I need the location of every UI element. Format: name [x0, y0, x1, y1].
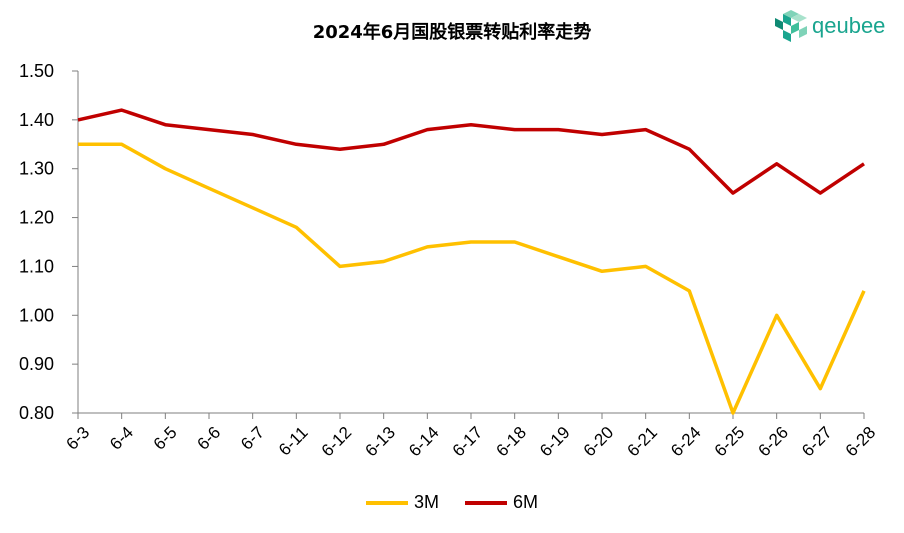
x-tick-label: 6-6: [193, 423, 224, 454]
y-tick-label: 1.30: [19, 159, 54, 179]
x-tick-label: 6-13: [361, 423, 398, 460]
x-tick-label: 6-27: [798, 423, 835, 460]
legend-swatch: [365, 500, 408, 505]
x-tick-label: 6-14: [405, 423, 442, 460]
x-tick-label: 6-12: [318, 423, 355, 460]
x-tick-label: 6-25: [711, 423, 748, 460]
x-tick-label: 6-21: [623, 423, 660, 460]
y-tick-label: 0.80: [19, 403, 54, 423]
x-tick-label: 6-5: [150, 423, 181, 454]
x-tick-label: 6-20: [580, 423, 617, 460]
legend-swatch: [465, 500, 507, 505]
x-tick-label: 6-28: [842, 423, 879, 460]
x-tick-label: 6-4: [106, 423, 137, 454]
series-line-3M: [78, 142, 866, 415]
x-tick-label: 6-3: [62, 423, 93, 454]
x-tick-label: 6-18: [492, 423, 529, 460]
y-tick-label: 0.90: [19, 354, 54, 374]
legend-item-3M: 3M: [365, 492, 439, 513]
x-tick-label: 6-11: [275, 423, 312, 460]
legend-label: 6M: [513, 492, 539, 512]
x-tick-label: 6-19: [536, 423, 573, 460]
y-tick-label: 1.40: [19, 110, 54, 130]
y-tick-label: 1.20: [19, 208, 54, 228]
y-tick-label: 1.10: [19, 256, 54, 276]
x-tick-label: 6-26: [754, 423, 791, 460]
cube-cluster-icon: [775, 10, 807, 42]
legend: 3M 6M: [0, 492, 904, 513]
chart-title: 2024年6月国股银票转贴利率走势: [312, 22, 592, 43]
legend-label: 3M: [413, 492, 439, 512]
brand-logo: qeubee: [774, 8, 885, 44]
x-tick-label: 6-17: [449, 423, 486, 460]
y-tick-label: 1.00: [19, 305, 54, 325]
x-tick-label: 6-7: [237, 423, 268, 454]
y-tick-label: 1.50: [19, 61, 54, 81]
x-tick-label: 6-24: [667, 423, 704, 460]
series-line-6M: [77, 108, 865, 195]
legend-item-6M: 6M: [465, 492, 538, 513]
logo-text: qeubee: [812, 13, 886, 38]
